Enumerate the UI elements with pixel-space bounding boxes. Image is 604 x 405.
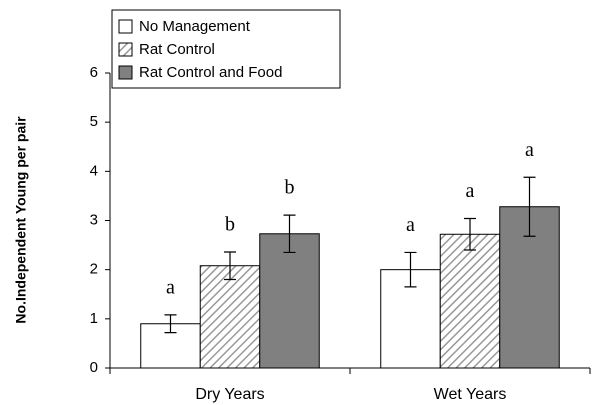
legend-swatch <box>118 65 133 80</box>
significance-letter: a <box>166 276 175 298</box>
bar <box>439 233 501 369</box>
bar <box>199 265 261 369</box>
error-bar <box>404 251 417 288</box>
error-bar <box>283 214 296 254</box>
significance-letter: a <box>525 139 534 161</box>
legend-label: Rat Control and Food <box>139 64 282 81</box>
y-tick-label: 2 <box>90 261 98 278</box>
error-bar <box>464 217 476 251</box>
y-tick-label: 0 <box>90 359 98 376</box>
y-tick-label: 3 <box>90 211 98 228</box>
y-tick-label: 1 <box>90 310 98 327</box>
y-tick-label: 5 <box>90 113 98 130</box>
y-axis-label: No.Independent Young per pair <box>13 116 29 324</box>
bar <box>259 233 320 369</box>
legend-swatch <box>118 42 133 57</box>
legend-label: Rat Control <box>139 41 215 58</box>
error-bar <box>164 314 177 334</box>
significance-letter: a <box>466 180 475 202</box>
legend-label: No Management <box>139 18 251 35</box>
y-tick-label: 6 <box>90 64 98 81</box>
significance-letter: b <box>285 177 295 199</box>
legend-box <box>111 9 341 89</box>
significance-letter: b <box>225 214 235 236</box>
error-bar <box>523 176 536 237</box>
significance-letter: a <box>406 214 415 236</box>
legend-swatch <box>118 19 133 34</box>
y-tick-label: 4 <box>90 162 98 179</box>
x-tick-label: Dry Years <box>195 386 264 403</box>
error-bar <box>224 251 236 281</box>
x-tick-label: Wet Years <box>434 386 507 403</box>
